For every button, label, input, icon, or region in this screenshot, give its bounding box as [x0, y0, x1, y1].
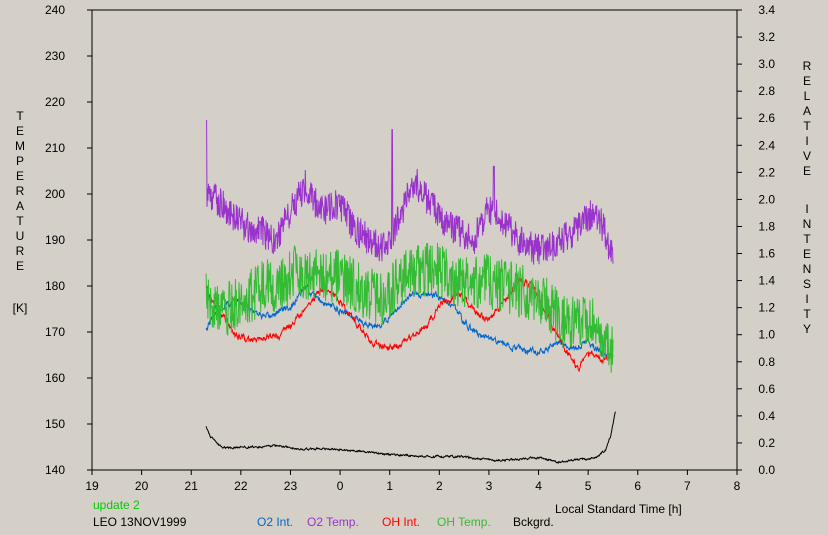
- y-right-label-letter: A: [803, 104, 811, 118]
- y-left-label-letter: T: [16, 214, 24, 228]
- y-right-label-letter: I: [805, 292, 808, 306]
- y-axis-right: 0.0 0.2 0.4 0.6 0.8 1.0 1.2 1.4 1.6 1.8 2.0 2.2 2.4 2…: [737, 3, 775, 477]
- x-tick-label: 23: [284, 479, 298, 493]
- y-left-label-letter: M: [15, 139, 25, 153]
- y-left-tick-label: 200: [45, 187, 65, 201]
- y-right-label-letter: N: [803, 217, 812, 231]
- series-lines: [205, 119, 616, 464]
- y-left-label-letter: E: [16, 169, 24, 183]
- y-right-label-letter: E: [803, 74, 811, 88]
- y-left-tick-label: 220: [45, 95, 65, 109]
- series-line-bckgrd: [205, 411, 616, 464]
- y-right-tick-label: 2.0: [758, 192, 775, 206]
- x-tick-label: 4: [535, 479, 542, 493]
- y-left-tick-label: 150: [45, 417, 65, 431]
- y-right-tick-label: 3.0: [758, 57, 775, 71]
- y-right-label-letter: S: [803, 277, 811, 291]
- y-left-tick-label: 180: [45, 279, 65, 293]
- legend-entry: OH Temp.: [437, 515, 491, 529]
- y-right-tick-label: 0.8: [758, 355, 775, 369]
- y-right-tick-label: 2.8: [758, 84, 775, 98]
- y-left-label-letter: T: [16, 109, 24, 123]
- y-right-label-letter: E: [803, 247, 811, 261]
- x-tick-label: 8: [734, 479, 741, 493]
- y-right-label-letter: T: [803, 307, 811, 321]
- x-tick-label: 3: [486, 479, 493, 493]
- y-left-tick-label: 160: [45, 371, 65, 385]
- series-line-o2-temp: [206, 119, 614, 265]
- x-tick-label: 0: [337, 479, 344, 493]
- series-line-o2-int: [205, 283, 614, 359]
- x-tick-label: 1: [386, 479, 393, 493]
- x-tick-label: 7: [684, 479, 691, 493]
- y-left-label-letter: A: [16, 199, 24, 213]
- station-label: LEO 13NOV1999: [93, 515, 187, 529]
- y-right-label-letter: I: [805, 134, 808, 148]
- y-right-label-letter: V: [803, 149, 811, 163]
- y-right-tick-label: 0.2: [758, 436, 775, 450]
- y-axis-left: 140 150 160 170 180 190 200 210 220 230 240: [45, 3, 92, 477]
- update-label: update 2: [93, 498, 140, 512]
- x-axis-label: Local Standard Time [h]: [555, 502, 682, 516]
- y-right-label-letter: L: [804, 89, 811, 103]
- y-left-tick-label: 190: [45, 233, 65, 247]
- y-left-label-letter: E: [16, 259, 24, 273]
- x-tick-label: 21: [185, 479, 199, 493]
- y-right-label-letter: R: [803, 59, 812, 73]
- y-left-tick-label: 240: [45, 3, 65, 17]
- y-left-label-letter: P: [16, 154, 24, 168]
- y-right-tick-label: 0.4: [758, 409, 775, 423]
- legend-entry: Bckgrd.: [513, 515, 554, 529]
- y-right-label-letter: T: [803, 232, 811, 246]
- legend: O2 Int. O2 Temp. OH Int. OH Temp. Bckgrd.: [257, 515, 554, 529]
- y-left-label-letter: R: [16, 244, 25, 258]
- y-right-tick-label: 0.6: [758, 382, 775, 396]
- y-left-label-letter: E: [16, 124, 24, 138]
- x-tick-label: 22: [234, 479, 248, 493]
- y-left-tick-label: 230: [45, 49, 65, 63]
- legend-entry: O2 Temp.: [307, 515, 359, 529]
- y-left-label-letter: U: [16, 229, 25, 243]
- y-right-tick-label: 1.6: [758, 247, 775, 261]
- y-right-tick-label: 2.6: [758, 111, 775, 125]
- x-tick-label: 6: [634, 479, 641, 493]
- y-right-tick-label: 1.0: [758, 328, 775, 342]
- x-tick-label: 20: [135, 479, 149, 493]
- y-right-label-letter: E: [803, 164, 811, 178]
- y-right-tick-label: 2.4: [758, 138, 775, 152]
- y-right-label-letter: I: [805, 202, 808, 216]
- legend-entry: OH Int.: [382, 515, 420, 529]
- y-right-tick-label: 1.4: [758, 274, 775, 288]
- x-tick-label: 5: [585, 479, 592, 493]
- series-line-oh-temp: [205, 242, 614, 373]
- y-right-label-letter: Y: [803, 322, 811, 336]
- y-left-label-letter: R: [16, 184, 25, 198]
- y-right-label-letter: T: [803, 119, 811, 133]
- x-tick-label: 19: [85, 479, 99, 493]
- plot-area: [91, 9, 738, 471]
- y-left-unit-label: [K]: [13, 301, 28, 315]
- y-left-tick-label: 170: [45, 325, 65, 339]
- y-left-tick-label: 140: [45, 463, 65, 477]
- y-right-tick-label: 1.8: [758, 219, 775, 233]
- y-right-tick-label: 3.2: [758, 30, 775, 44]
- y-right-label-letter: N: [803, 262, 812, 276]
- y-left-tick-label: 210: [45, 141, 65, 155]
- legend-entry: O2 Int.: [257, 515, 293, 529]
- y-right-tick-label: 2.2: [758, 165, 775, 179]
- y-right-tick-label: 3.4: [758, 3, 775, 17]
- y-right-tick-label: 1.2: [758, 301, 775, 315]
- x-tick-label: 2: [436, 479, 443, 493]
- x-axis: 19 20 21 22 23 0 1 2 3 4 5 6 7 8: [85, 470, 741, 493]
- y-right-tick-label: 0.0: [758, 463, 775, 477]
